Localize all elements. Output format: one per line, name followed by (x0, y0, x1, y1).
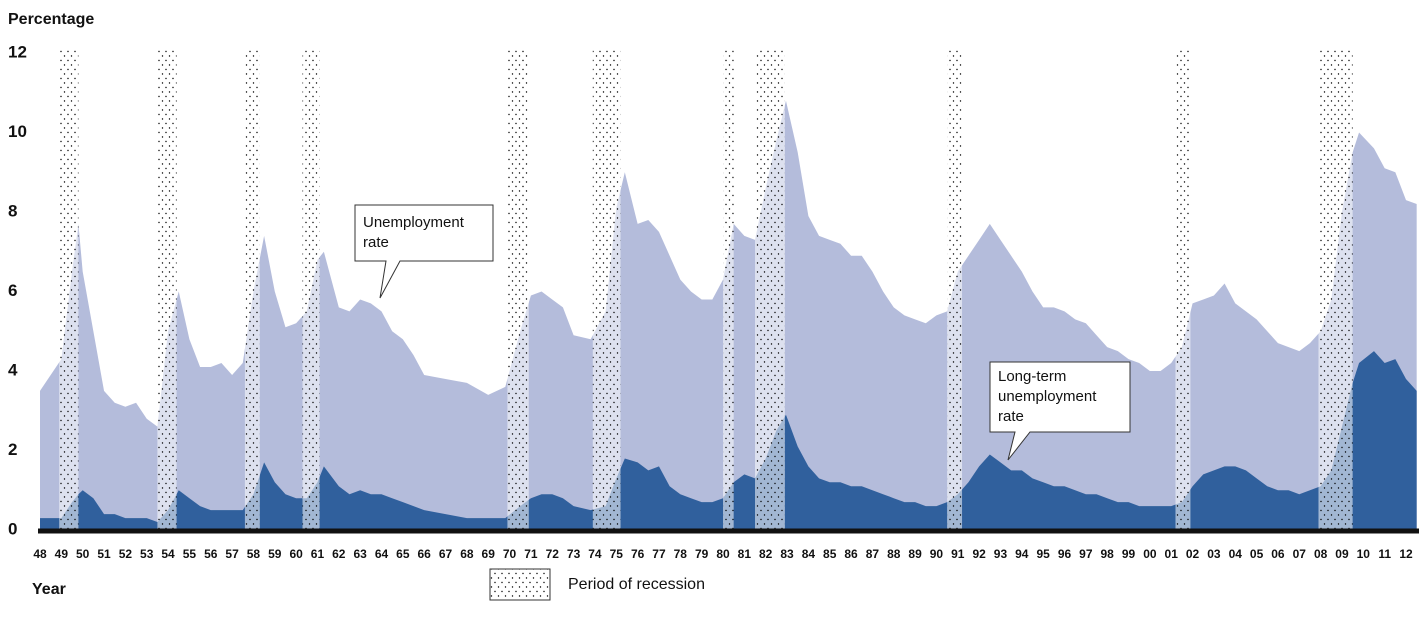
x-tick-label: 93 (994, 547, 1008, 561)
x-tick-label: 67 (439, 547, 453, 561)
annotation-line: Unemployment (363, 214, 465, 231)
recession-band (59, 50, 79, 530)
y-tick-label: 2 (8, 440, 17, 459)
x-tick-label: 77 (652, 547, 666, 561)
x-tick-label: 01 (1165, 547, 1179, 561)
x-tick-label: 81 (738, 547, 752, 561)
x-tick-label: 52 (119, 547, 133, 561)
x-tick-label: 85 (823, 547, 837, 561)
x-tick-label: 10 (1357, 547, 1371, 561)
recession-band (244, 50, 260, 530)
x-tick-label: 87 (866, 547, 880, 561)
x-tick-label: 86 (844, 547, 858, 561)
x-tick-label: 69 (482, 547, 496, 561)
x-axis-label: Year (32, 581, 66, 598)
recession-band (723, 50, 734, 530)
x-tick-label: 64 (375, 547, 389, 561)
x-tick-label: 83 (780, 547, 794, 561)
x-tick-label: 84 (802, 547, 816, 561)
x-tick-label: 54 (161, 547, 175, 561)
recession-band (592, 50, 621, 530)
x-tick-label: 96 (1058, 547, 1072, 561)
x-tick-label: 76 (631, 547, 645, 561)
x-tick-label: 73 (567, 547, 581, 561)
callout-long-term: Long-term unemployment rate (989, 361, 1131, 461)
x-tick-label: 98 (1101, 547, 1115, 561)
annotation-line: unemployment (998, 388, 1097, 405)
x-tick-label: 57 (225, 547, 239, 561)
x-tick-label: 05 (1250, 547, 1264, 561)
annotation-line: rate (363, 234, 389, 251)
x-tick-label: 02 (1186, 547, 1200, 561)
x-tick-label: 62 (332, 547, 346, 561)
recession-band (302, 50, 320, 530)
x-tick-label: 90 (930, 547, 944, 561)
x-tick-label: 70 (503, 547, 517, 561)
annotation-line: Long-term (998, 368, 1066, 385)
x-tick-label: 78 (674, 547, 688, 561)
x-tick-label: 00 (1143, 547, 1157, 561)
x-tick-label: 91 (951, 547, 965, 561)
x-tick-label: 97 (1079, 547, 1093, 561)
recession-band (1175, 50, 1191, 530)
x-tick-label: 55 (183, 547, 197, 561)
recession-band (755, 50, 785, 530)
x-tick-label: 66 (418, 547, 432, 561)
x-tick-label: 88 (887, 547, 901, 561)
x-tick-label: 72 (546, 547, 560, 561)
x-tick-label: 08 (1314, 547, 1328, 561)
x-tick-label: 61 (311, 547, 325, 561)
recession-band (507, 50, 529, 530)
legend-label: Period of recession (568, 576, 705, 593)
x-tick-label: 99 (1122, 547, 1136, 561)
x-tick-label: 07 (1293, 547, 1307, 561)
x-tick-label: 03 (1207, 547, 1221, 561)
x-tick-label: 94 (1015, 547, 1029, 561)
x-tick-label: 58 (247, 547, 261, 561)
x-tick-label: 82 (759, 547, 773, 561)
x-tick-label: 04 (1229, 547, 1243, 561)
x-tick-label: 65 (396, 547, 410, 561)
x-tick-label: 12 (1399, 547, 1413, 561)
y-tick-label: 10 (8, 122, 27, 141)
x-tick-label: 11 (1378, 547, 1391, 561)
x-tick-label: 74 (588, 547, 602, 561)
x-tick-label: 89 (908, 547, 922, 561)
recession-band (1318, 50, 1353, 530)
x-tick-label: 92 (972, 547, 986, 561)
x-tick-label: 53 (140, 547, 154, 561)
recession-band (157, 50, 177, 530)
x-tick-label: 75 (610, 547, 624, 561)
x-tick-label: 68 (460, 547, 474, 561)
x-tick-label: 06 (1271, 547, 1285, 561)
y-tick-label: 8 (8, 201, 17, 220)
x-tick-label: 56 (204, 547, 218, 561)
x-tick-label: 71 (524, 547, 538, 561)
x-tick-label: 95 (1036, 547, 1050, 561)
x-tick-label: 79 (695, 547, 709, 561)
x-tick-label: 80 (716, 547, 730, 561)
legend-swatch (489, 568, 551, 601)
x-tick-label: 59 (268, 547, 282, 561)
y-tick-label: 0 (8, 519, 17, 538)
x-tick-label: 63 (353, 547, 367, 561)
callout-unemployment: Unemployment rate (354, 204, 494, 299)
y-axis-label: Percentage (8, 11, 94, 28)
annotation-line: rate (998, 408, 1024, 425)
y-tick-label: 6 (8, 281, 17, 300)
x-tick-label: 50 (76, 547, 90, 561)
x-tick-label: 51 (97, 547, 111, 561)
x-tick-label: 09 (1335, 547, 1349, 561)
legend: Period of recession (489, 568, 705, 601)
y-tick-label: 12 (8, 42, 27, 61)
x-tick-label: 49 (55, 547, 69, 561)
x-tick-label: 48 (33, 547, 47, 561)
recession-band (947, 50, 963, 530)
y-tick-label: 4 (8, 360, 18, 379)
x-tick-label: 60 (289, 547, 303, 561)
